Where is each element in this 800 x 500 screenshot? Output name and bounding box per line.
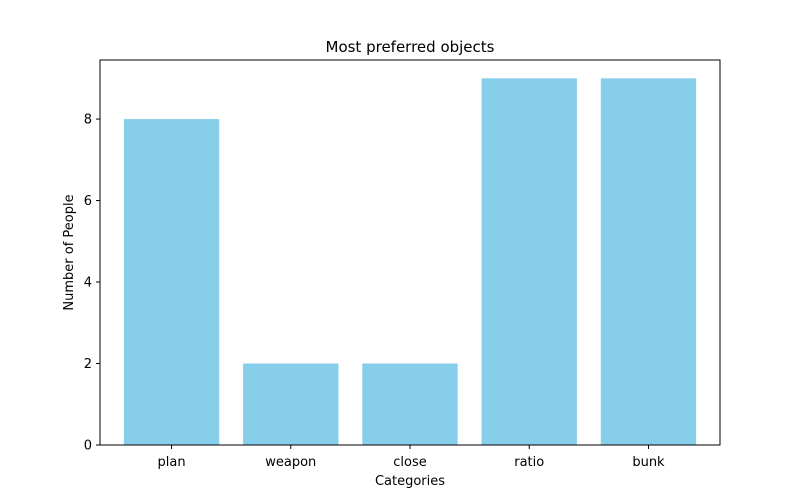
bar-bunk [600,78,697,445]
y-tick-label-0: 0 [84,439,92,454]
bar-plan [123,119,220,446]
bars-group [123,78,697,446]
bar-close [362,363,458,445]
bar-ratio [481,78,577,445]
x-tick-label-weapon: weapon [265,455,316,470]
y-tick-label-2: 2 [84,357,92,372]
y-axis-label: Number of People [62,194,77,310]
y-tick-label-4: 4 [84,276,92,291]
x-tick-label-ratio: ratio [514,455,544,470]
x-axis: plan weapon close ratio bunk [157,445,665,470]
y-tick-label-6: 6 [84,194,92,209]
x-tick-label-close: close [393,455,426,470]
bar-weapon [243,363,339,445]
y-axis: 0 2 4 6 8 [84,113,100,454]
x-axis-label: Categories [375,474,445,489]
y-tick-label-8: 8 [84,113,92,128]
x-tick-label-plan: plan [157,455,185,470]
chart-title: Most preferred objects [326,38,495,56]
x-tick-label-bunk: bunk [632,455,665,470]
